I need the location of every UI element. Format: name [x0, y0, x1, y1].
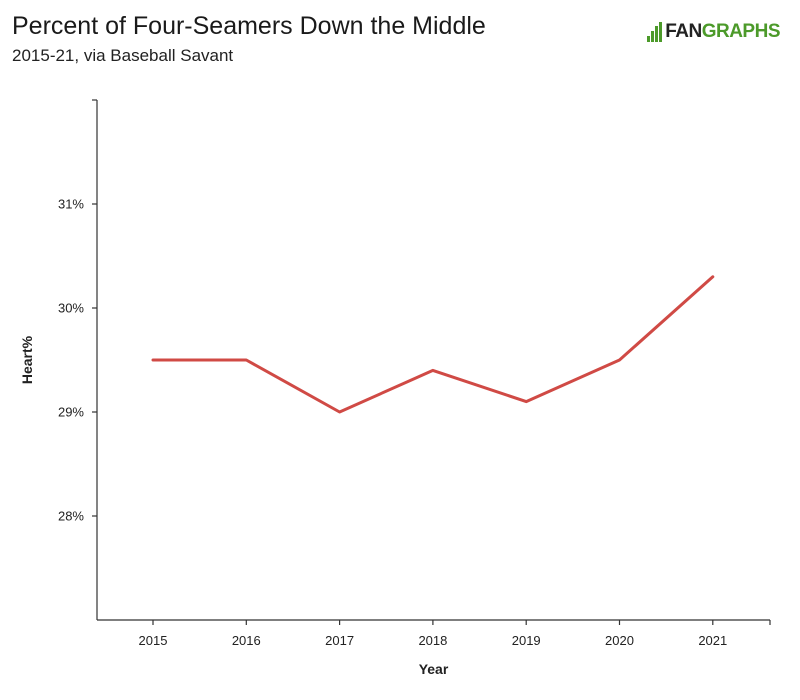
chart-title: Percent of Four-Seamers Down the Middle	[12, 12, 486, 40]
x-tick-label: 2021	[698, 633, 727, 648]
y-axis-title: Heart%	[19, 335, 35, 384]
y-tick-label: 31%	[58, 197, 84, 212]
x-tick-label: 2020	[605, 633, 634, 648]
x-tick-label: 2016	[232, 633, 261, 648]
x-axis-ticks: 2015 2016 2017 2018 2019 2020 2021	[139, 620, 727, 648]
x-tick-label: 2018	[418, 633, 447, 648]
series-line	[151, 275, 715, 414]
chart-axes	[92, 99, 771, 625]
chart-subtitle: 2015-21, via Baseball Savant	[12, 46, 234, 65]
x-axis-title: Year	[419, 661, 449, 677]
y-axis-ticks: 28% 29% 30% 31%	[58, 197, 97, 524]
x-tick-label: 2019	[512, 633, 541, 648]
y-tick-label: 29%	[58, 405, 84, 420]
logo-text-fan: FAN	[665, 21, 702, 42]
logo-text-graphs: GRAPHS	[701, 21, 781, 42]
chart-series	[151, 275, 715, 414]
y-tick-label: 30%	[58, 301, 84, 316]
x-tick-label: 2017	[325, 633, 354, 648]
fangraphs-logo[interactable]: FAN GRAPHS	[647, 20, 781, 44]
logo-bars-icon	[647, 22, 663, 42]
y-tick-label: 28%	[58, 509, 84, 524]
x-tick-label: 2015	[139, 633, 168, 648]
